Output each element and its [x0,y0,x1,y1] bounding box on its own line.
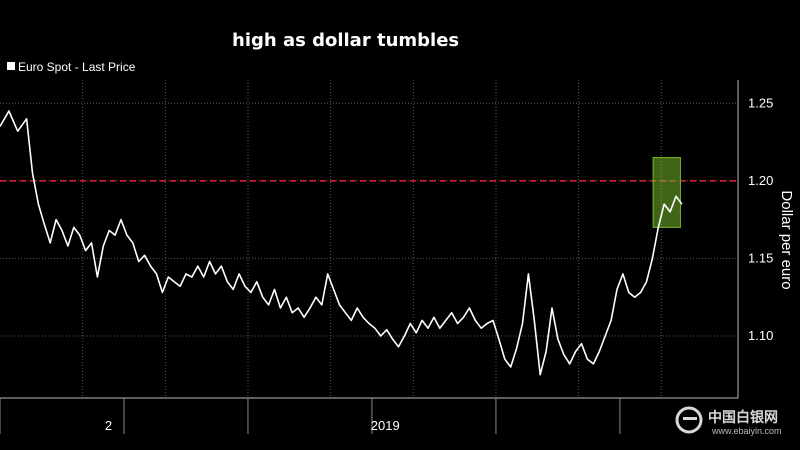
x-tick-label-1: 2019 [371,418,400,433]
series-line-euro-spot [0,110,683,376]
watermark-url: www.ebaiyin.com [711,426,782,436]
y-axis-label: Dollar per euro [778,190,795,289]
x-tick-labels: 2 2019 [105,418,400,433]
y-tick-label-2: 1.20 [748,173,773,188]
watermark-brand: 中国白银网 [708,409,778,426]
watermark-logo: 中国白银网 www.ebaiyin.com [675,406,782,436]
y-tick-labels: 1.10 1.15 1.20 1.25 [748,95,773,343]
watermark-circle-icon [675,406,703,434]
y-tick-label-3: 1.25 [748,95,773,110]
y-tick-label-0: 1.10 [748,328,773,343]
axis-lines [0,80,739,434]
watermark-bar-icon [683,417,697,420]
legend: Euro Spot - Last Price [7,60,136,74]
chart-title: high as dollar tumbles [232,30,459,51]
highlight-box-group [652,157,681,228]
x-tick-label-0: 2 [105,418,112,433]
legend-label: Euro Spot - Last Price [18,60,136,74]
highlight-box [652,157,681,228]
y-tick-label-1: 1.15 [748,250,773,265]
grid-lines [0,80,738,398]
series-group [0,110,683,376]
legend-swatch [7,62,15,70]
